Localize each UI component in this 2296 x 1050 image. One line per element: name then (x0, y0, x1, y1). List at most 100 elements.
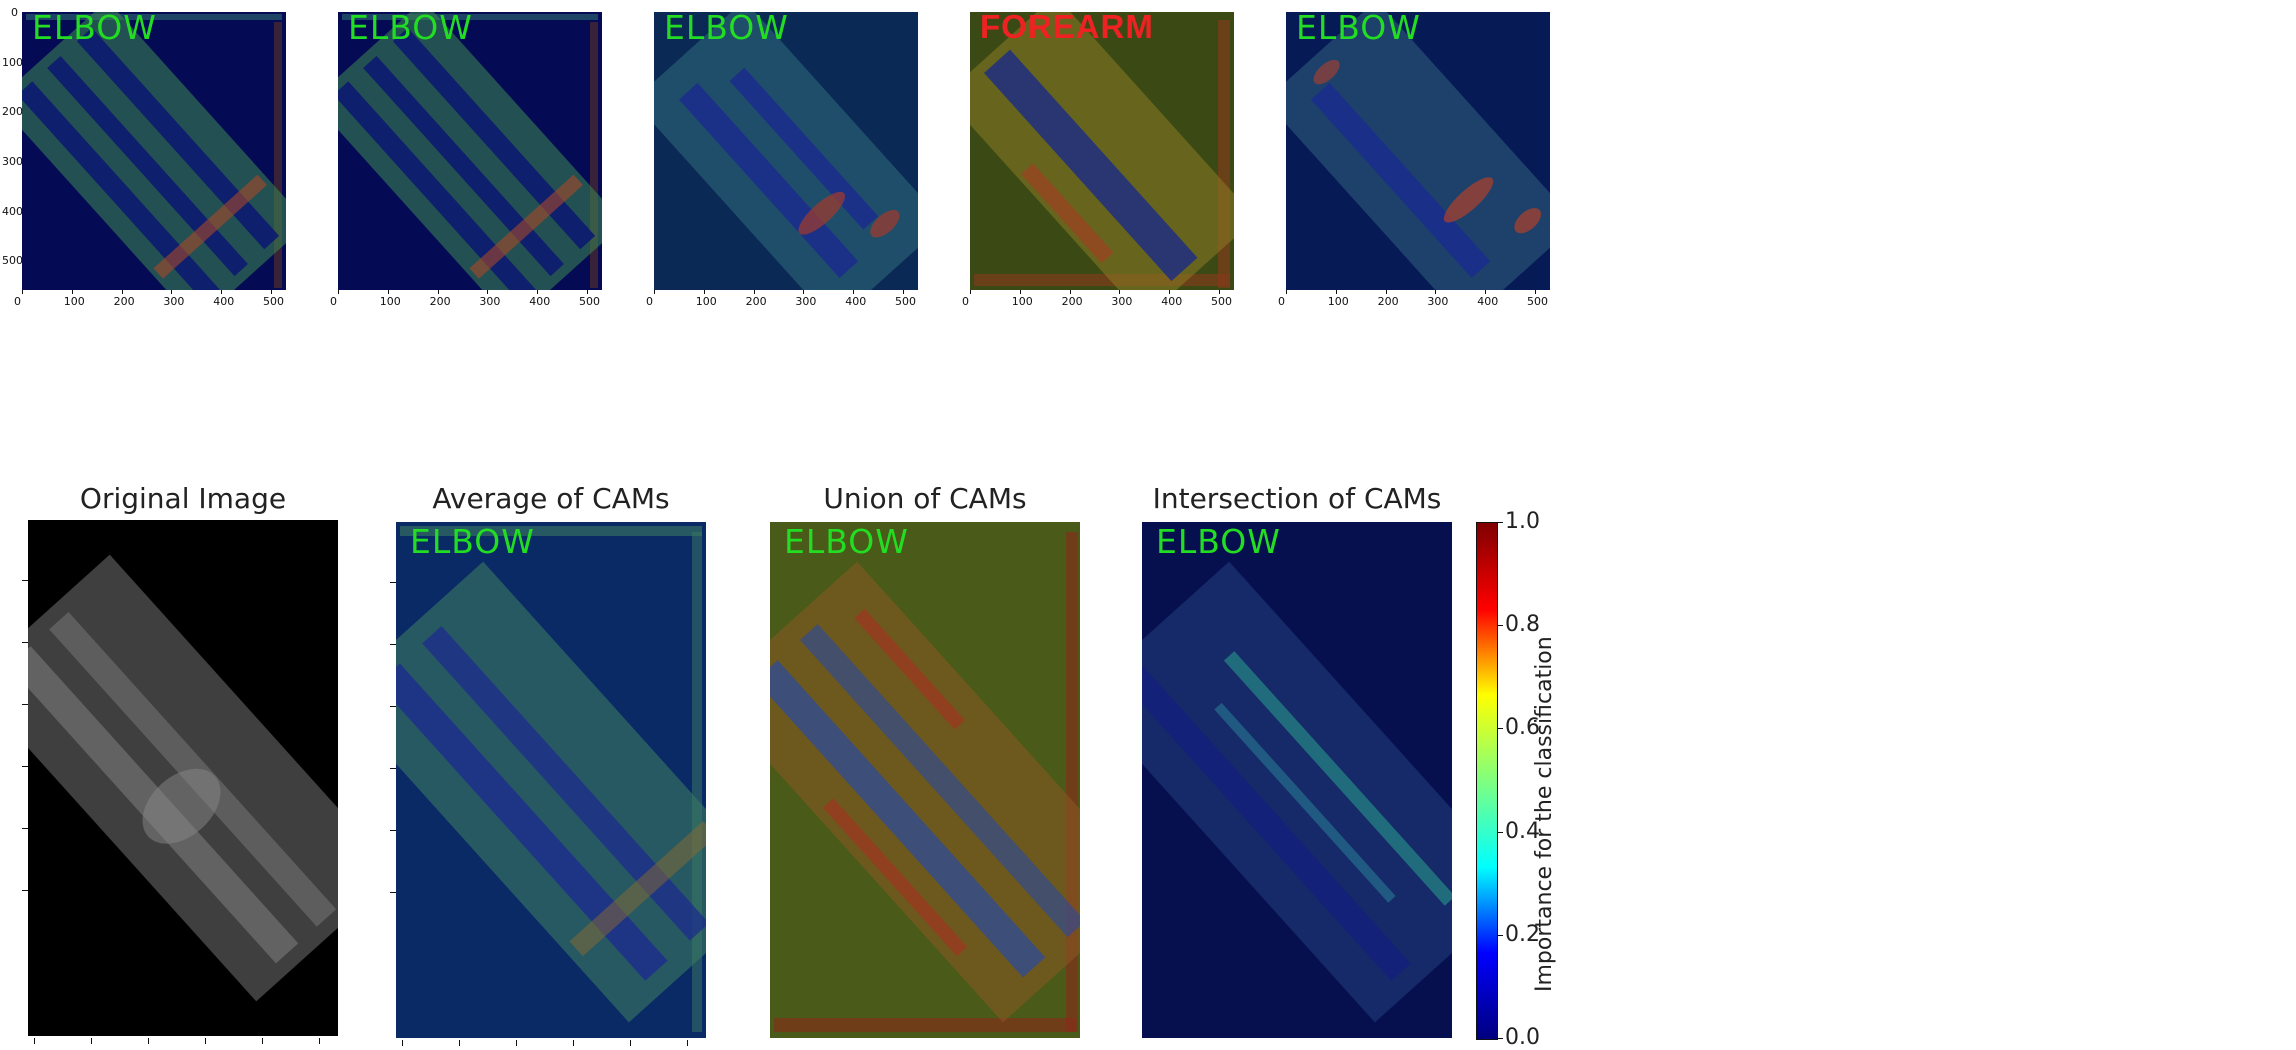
x-tick-mark (1286, 290, 1287, 294)
colorbar-tick-mark (1497, 831, 1503, 833)
top-panel-4: FOREARM (948, 0, 1248, 310)
colorbar-tick-label: 0.0 (1505, 1025, 1540, 1050)
x-tick-mark (262, 1038, 263, 1044)
panel-title: Union of CAMs (823, 482, 1027, 515)
panel-title: Intersection of CAMs (1152, 482, 1442, 515)
x-tick-label: 300 (795, 295, 817, 308)
x-tick-mark (587, 290, 589, 294)
original-xray-image (28, 520, 338, 1036)
average-cam-image: ELBOW (396, 522, 706, 1038)
colorbar-tick-mark (1497, 522, 1503, 523)
x-tick-mark (1119, 290, 1121, 294)
x-tick-label: 300 (479, 295, 501, 308)
x-tick-label: 100 (695, 295, 717, 308)
x-tick-label: 200 (1377, 295, 1399, 308)
y-tick-mark (22, 890, 28, 891)
x-tick-mark (516, 1040, 517, 1046)
y-tick-mark (22, 642, 28, 643)
x-tick-mark (34, 1038, 35, 1044)
x-tick-label: 500 (895, 295, 917, 308)
panel-class-label: FOREARM (980, 8, 1154, 45)
x-tick-label: 300 (1111, 295, 1133, 308)
panel-class-label: ELBOW (1296, 8, 1421, 47)
y-tick-mark (390, 644, 396, 645)
x-tick-mark (459, 1040, 460, 1046)
colorbar-tick-label: 0.8 (1505, 612, 1540, 638)
top-panel-3: ELBOW (632, 0, 932, 310)
heatmap-image (970, 12, 1234, 290)
colorbar-label: Importance for the classification (1532, 636, 1557, 992)
x-tick-mark (71, 290, 73, 294)
y-tick-label: 100 (2, 55, 23, 69)
x-tick-mark (22, 290, 23, 294)
x-tick-mark (148, 1038, 149, 1044)
intersection-cam-image: ELBOW (1142, 522, 1452, 1038)
y-tick-mark (390, 582, 396, 583)
x-tick-label: 100 (379, 295, 401, 308)
top-panel-5: ELBOW (1264, 0, 1564, 310)
x-tick-mark (803, 290, 805, 294)
x-tick-label: 300 (163, 295, 185, 308)
colorbar-tick-label: 0.4 (1505, 818, 1540, 844)
panel-class-label: ELBOW (32, 8, 157, 47)
x-tick-label: 0 (1278, 295, 1285, 308)
x-tick-label: 200 (745, 295, 767, 308)
x-tick-label: 400 (1161, 295, 1183, 308)
x-tick-mark (338, 290, 339, 294)
x-tick-mark (753, 290, 755, 294)
y-tick-mark (22, 704, 28, 705)
panel-class-label: ELBOW (664, 8, 789, 47)
x-tick-mark (573, 1040, 574, 1046)
colorbar-tick-mark (1497, 1038, 1503, 1039)
x-tick-mark (91, 1038, 92, 1044)
x-tick-mark (687, 1040, 688, 1046)
x-tick-mark (387, 290, 389, 294)
y-tick-label: 400 (2, 204, 23, 218)
x-tick-mark (1069, 290, 1071, 294)
x-tick-label: 300 (1427, 295, 1449, 308)
x-tick-mark (402, 1040, 403, 1046)
panel-class-label: ELBOW (1156, 522, 1281, 561)
y-tick-label: 500 (2, 254, 23, 268)
heatmap-image (1286, 12, 1550, 290)
x-tick-label: 500 (1211, 295, 1233, 308)
x-tick-mark (1219, 290, 1221, 294)
x-tick-label: 400 (529, 295, 551, 308)
x-tick-label: 500 (579, 295, 601, 308)
heatmap-image (22, 12, 286, 290)
x-tick-mark (970, 290, 971, 294)
x-tick-mark (205, 1038, 206, 1044)
x-tick-label: 400 (213, 295, 235, 308)
x-tick-mark (487, 290, 489, 294)
x-tick-mark (221, 290, 223, 294)
y-tick-label: 300 (2, 154, 23, 168)
y-tick-mark (22, 828, 28, 829)
x-tick-mark (271, 290, 273, 294)
x-tick-mark (853, 290, 855, 294)
x-tick-label: 0 (14, 295, 21, 308)
x-tick-label: 200 (1061, 295, 1083, 308)
top-panel-2: ELBOW (316, 0, 616, 310)
x-tick-label: 100 (1011, 295, 1033, 308)
union-cam-image: ELBOW (770, 522, 1080, 1038)
panel-class-label: ELBOW (348, 8, 473, 47)
y-tick-mark (390, 892, 396, 893)
x-tick-label: 100 (1327, 295, 1349, 308)
x-tick-mark (1385, 290, 1387, 294)
panel-title: Average of CAMs (432, 482, 670, 515)
x-tick-label: 400 (845, 295, 867, 308)
panel-class-label: ELBOW (410, 522, 535, 561)
heatmap-image (654, 12, 918, 290)
x-tick-label: 0 (330, 295, 337, 308)
x-tick-mark (654, 290, 655, 294)
x-tick-mark (1535, 290, 1537, 294)
y-tick-label: 200 (2, 105, 23, 119)
x-tick-label: 200 (429, 295, 451, 308)
y-tick-mark (22, 766, 28, 767)
x-tick-mark (319, 1038, 320, 1044)
y-tick-mark (390, 768, 396, 769)
colorbar (1476, 522, 1498, 1040)
x-tick-label: 500 (263, 295, 285, 308)
colorbar-tick-label: 1.0 (1505, 509, 1540, 534)
x-tick-label: 100 (63, 295, 85, 308)
